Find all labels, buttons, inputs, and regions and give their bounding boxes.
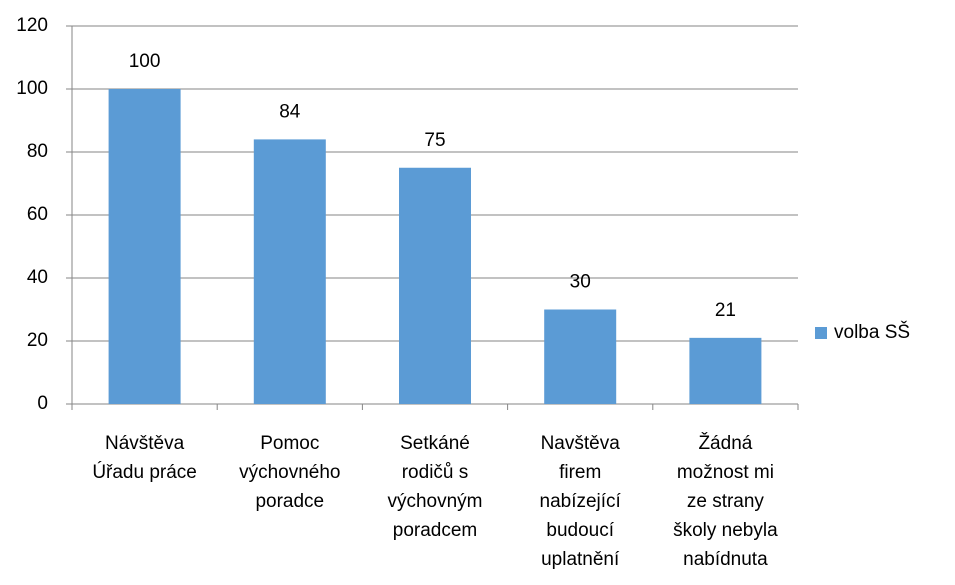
bar [689, 337, 762, 404]
y-tick-label: 20 [27, 330, 48, 351]
bar [544, 309, 617, 404]
legend-swatch [815, 327, 827, 339]
bar [108, 89, 181, 404]
y-tick-label: 80 [27, 141, 48, 162]
legend-label: volba SŠ [834, 321, 910, 343]
y-tick-label: 120 [16, 15, 48, 36]
x-tick-label: Pomoc výchovného poradce [239, 433, 341, 512]
y-tick-label: 40 [27, 267, 48, 288]
y-tick-label: 60 [27, 204, 48, 225]
x-tick-label: Setkáné rodičů s výchovným poradcem [387, 433, 483, 541]
bar [399, 167, 471, 404]
data-label: 30 [570, 272, 591, 293]
data-label: 75 [424, 130, 445, 151]
x-tick-label: Navštěva firem nabízející budoucí uplatn… [539, 433, 621, 570]
bar [253, 139, 326, 404]
y-tick-label: 0 [37, 393, 48, 414]
data-label: 84 [279, 101, 301, 122]
x-tick-label: Žádná možnost mi ze strany školy nebyla … [673, 433, 778, 570]
data-label: 21 [715, 300, 736, 321]
y-tick-label: 100 [16, 78, 48, 99]
x-tick-label: Návštěva Úřadu práce [92, 433, 197, 483]
data-label: 100 [129, 51, 161, 72]
